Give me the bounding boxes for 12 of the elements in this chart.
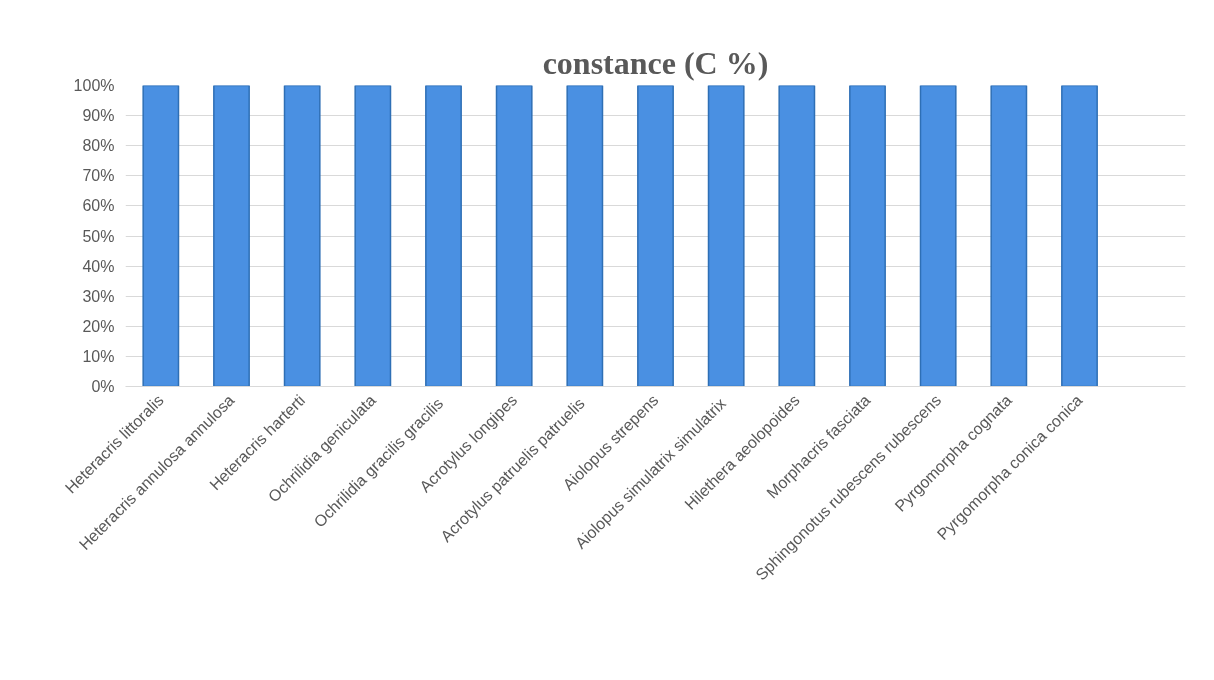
y-tick-label: 100%: [73, 77, 115, 94]
chart-title: constance (C %): [542, 44, 769, 81]
y-tick-label: 70%: [82, 167, 115, 185]
y-tick-label: 50%: [82, 227, 115, 245]
y-tick-label: 60%: [82, 197, 115, 215]
y-tick-label: 0%: [91, 378, 115, 395]
y-tick-label: 80%: [82, 137, 115, 155]
y-tick-label: 40%: [82, 257, 115, 275]
y-tick-label: 90%: [82, 107, 115, 125]
y-tick-label: 10%: [82, 347, 115, 365]
y-tick-label: 30%: [82, 287, 115, 305]
y-tick-label: 20%: [82, 317, 115, 335]
